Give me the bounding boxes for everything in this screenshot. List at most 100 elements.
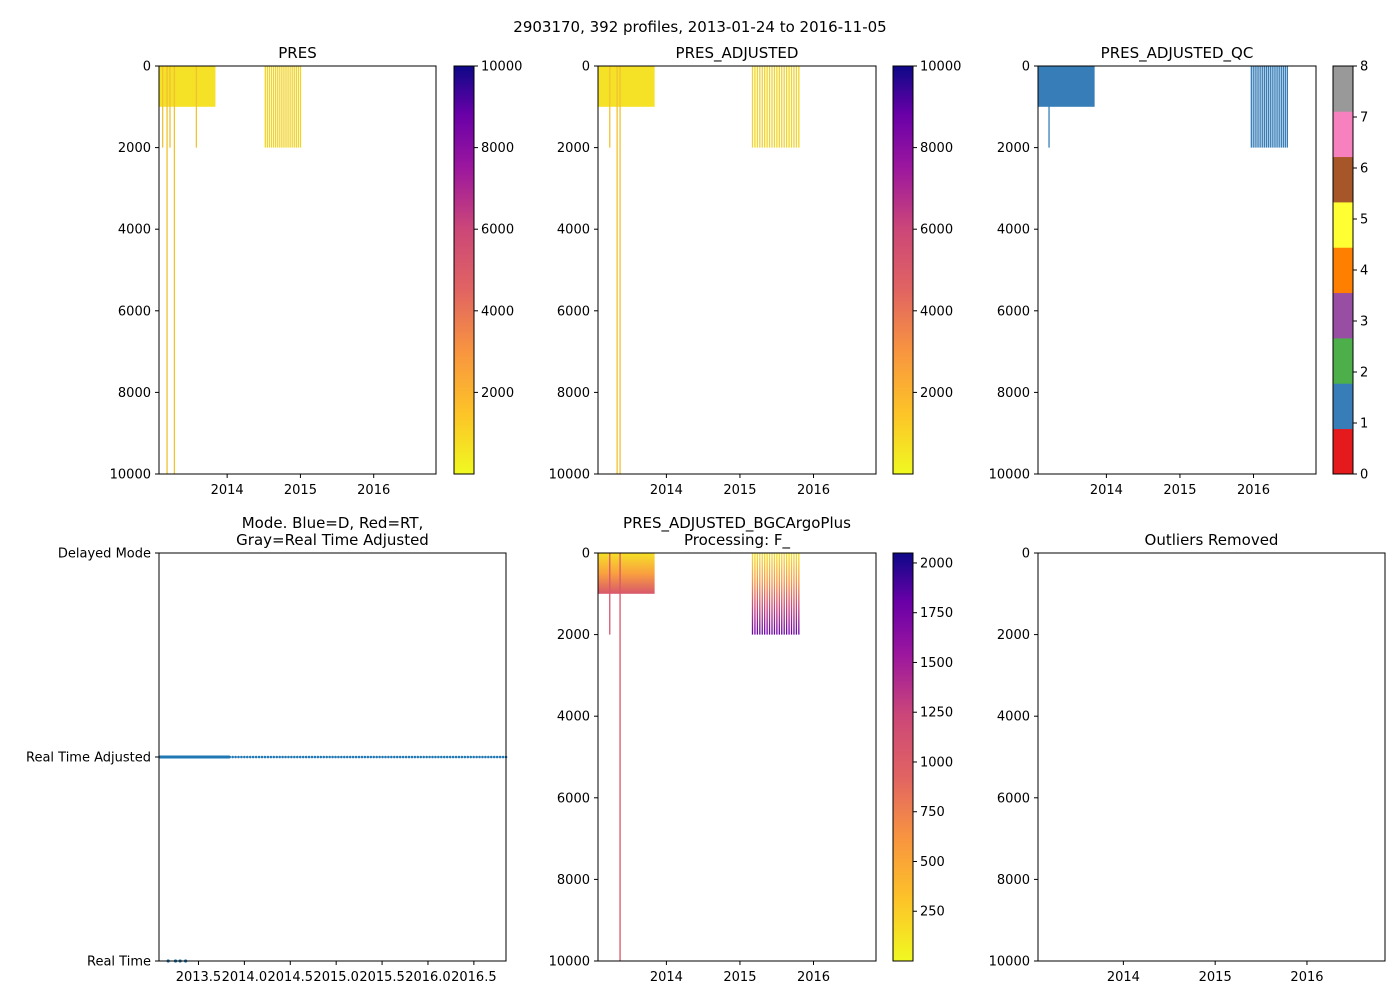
chart-3-ytick-label-2: Real Time	[87, 955, 151, 970]
chart-4-colorbar-frame	[892, 552, 914, 962]
chart-3-series-1-point-47	[366, 755, 370, 759]
chart-1-colorbar-tick-label-4: 10000	[920, 60, 961, 75]
chart-2-deep-profile-13	[1275, 66, 1277, 148]
chart-3-series-1-point-72	[440, 755, 443, 759]
chart-1-deep-profile-13	[783, 66, 785, 148]
chart-3-xtick-label-3: 2015.0	[313, 970, 359, 985]
chart-3-series-1-point-86	[481, 755, 484, 759]
chart-3-series-1-point-19	[284, 755, 287, 759]
chart-0-colorbar-tick-label-4: 10000	[481, 60, 522, 75]
chart-2-colorbar-swatch-0	[1333, 428, 1353, 475]
chart-4-deep-profile-5	[764, 553, 766, 635]
chart-1-deep-profile-18	[795, 66, 798, 148]
chart-0-deep-profile-10	[285, 66, 287, 148]
chart-0-ytick-label-0: 0	[143, 60, 151, 75]
chart-3-title-0: Mode. Blue=D, Red=RT,	[242, 514, 424, 532]
chart-0-deep-profile-6	[277, 66, 279, 148]
chart-2-colorbar-tick-label-2: 2	[1360, 366, 1368, 381]
chart-2-deep-profile-3	[1256, 66, 1258, 148]
chart-2-ytick-label-5: 10000	[989, 468, 1030, 483]
chart-1-xtick-label-1: 2015	[723, 483, 756, 498]
chart-4-deep-profile-3	[759, 553, 761, 635]
chart-2-deep-profile-11	[1271, 66, 1273, 148]
chart-3-series-1-point-9	[254, 755, 258, 759]
chart-3-series-1-point-92	[498, 755, 502, 759]
chart-3-series-1-point-89	[490, 755, 493, 759]
chart-4-colorbar-tick-label-0: 250	[920, 905, 945, 920]
chart-3-series-1-point-49	[372, 755, 376, 759]
chart-3-series-1-point-33	[325, 755, 328, 759]
chart-1-colorbar-tick-label-0: 2000	[920, 386, 953, 401]
chart-3-series-1-point-30	[316, 755, 320, 759]
chart-3-series-1-point-67	[425, 755, 428, 759]
chart-3-series-1-point-59	[401, 755, 405, 759]
chart-5-ytick-label-1: 2000	[997, 628, 1030, 643]
chart-0-deep-profile-16	[297, 66, 300, 148]
chart-3-series-1-point-13	[266, 755, 270, 759]
chart-1-deep-profile-17	[793, 66, 795, 148]
chart-4-deep-profile-6	[766, 553, 768, 635]
chart-5-xtick-label-0: 2014	[1107, 970, 1140, 985]
chart-2-ytick-label-4: 8000	[997, 386, 1030, 401]
chart-2-colorbar-tick-label-5: 5	[1360, 213, 1368, 228]
chart-2-deep-profile-4	[1258, 66, 1260, 148]
chart-3-series-1-point-28	[310, 755, 314, 759]
chart-4-deep-profile-12	[781, 553, 783, 635]
chart-3-series-1-point-70	[434, 755, 437, 759]
chart-0-deep-profile-5	[275, 66, 277, 148]
chart-4-deep-profile-0	[751, 553, 754, 635]
chart-1-title-0: PRES_ADJUSTED	[676, 44, 799, 63]
chart-2-ytick-label-1: 2000	[997, 141, 1030, 156]
chart-3-series-1-point-52	[381, 755, 384, 759]
chart-4-ytick-label-4: 8000	[557, 873, 590, 888]
chart-3-series-1-point-15	[272, 755, 276, 759]
chart-2-deep-profile-5	[1260, 66, 1262, 148]
chart-2-deep-profile-19	[1286, 66, 1289, 148]
panel-pres: PRES 2014 2015 2016 0 2000 4000 6000 8000 10000 20…	[110, 44, 523, 498]
chart-3-series-1-point-40	[345, 755, 349, 759]
panel-pres-adjusted: PRES_ADJUSTED 2014 2015 2016 0 2000 4000 6000 80…	[549, 44, 962, 498]
chart-2-deep-profile-9	[1267, 66, 1270, 148]
chart-3-series-1-point-88	[487, 755, 490, 759]
chart-0-ytick-label-3: 6000	[118, 304, 151, 319]
chart-2-colorbar-swatch-6	[1333, 156, 1353, 203]
chart-2-colorbar-swatch-8	[1333, 66, 1353, 112]
chart-3-series-1-point-23	[295, 755, 299, 759]
chart-4-deep-profile-13	[783, 553, 785, 635]
chart-4-deep-profile-2	[756, 553, 759, 635]
chart-3-series-1-point-12	[263, 755, 267, 759]
chart-2-xtick-label-1: 2015	[1163, 483, 1196, 498]
chart-3-series-1-point-69	[431, 755, 434, 759]
chart-5-axes-frame	[1037, 552, 1386, 962]
chart-4-deep-profile-14	[785, 553, 788, 635]
chart-4-deep-profile-1	[754, 553, 756, 635]
chart-3-series-1-point-16	[275, 755, 279, 759]
chart-1-deep-profile-12	[781, 66, 783, 148]
chart-4-deep-profile-9	[773, 553, 776, 635]
chart-4-title-0: PRES_ADJUSTED_BGCArgoPlus	[623, 514, 851, 533]
chart-0-colorbar-gradient	[454, 66, 474, 474]
chart-3-xtick-label-0: 2013.5	[176, 970, 222, 985]
chart-3-series-1-point-79	[460, 755, 464, 759]
chart-3-series-1-point-55	[390, 755, 393, 759]
figure-suptitle: 2903170, 392 profiles, 2013-01-24 to 201…	[513, 18, 886, 36]
chart-2-deep-profile-1	[1252, 66, 1254, 148]
chart-4-ytick-label-3: 6000	[557, 791, 590, 806]
chart-0-colorbar-tick-label-2: 6000	[481, 223, 514, 238]
chart-4-profile-block-0	[598, 553, 655, 594]
chart-4-colorbar-gradient	[893, 553, 913, 961]
chart-2-xtick-label-2: 2016	[1237, 483, 1270, 498]
chart-3-series-1-point-78	[457, 755, 461, 759]
chart-3-series-1-point-74	[445, 755, 449, 759]
chart-4-deep-profile-4	[761, 553, 763, 635]
chart-4-title-1: Processing: F_	[684, 531, 791, 550]
chart-2-ytick-label-3: 6000	[997, 304, 1030, 319]
chart-3-series-1-point-83	[472, 755, 475, 759]
chart-0-ytick-label-2: 4000	[118, 223, 151, 238]
chart-3-series-1-point-38	[340, 755, 343, 759]
chart-3-ytick-label-1: Real Time Adjusted	[26, 751, 151, 766]
chart-3-series-1-point-75	[448, 755, 452, 759]
chart-3-series-1-point-45	[360, 755, 364, 759]
chart-0-deep-profile-14	[293, 66, 295, 148]
chart-4-colorbar-tick-label-3: 1000	[920, 755, 953, 770]
